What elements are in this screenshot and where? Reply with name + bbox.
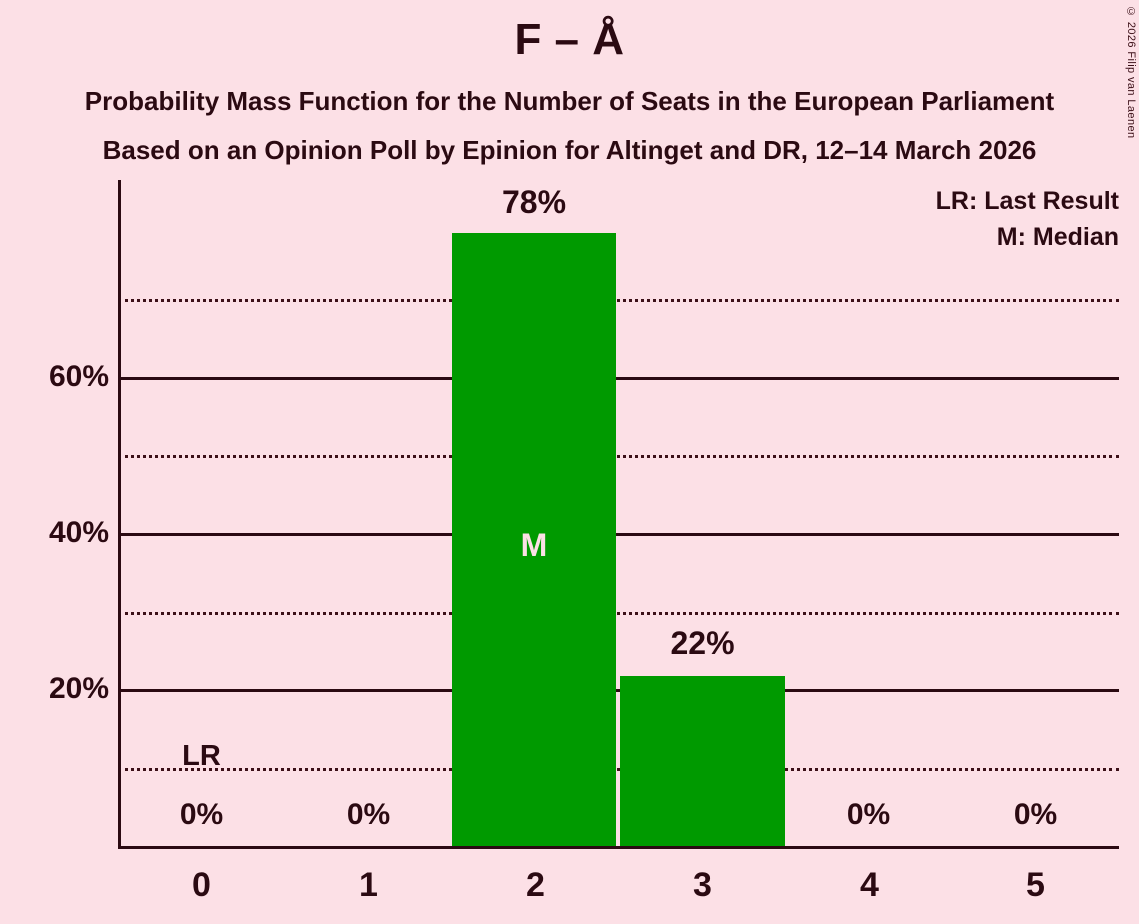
legend-item-last-result: LR: Last Result <box>935 187 1119 215</box>
gridline-50-percent <box>118 455 1119 458</box>
legend-item-median: M: Median <box>996 223 1119 252</box>
x-tick-label-4: 4 <box>860 866 879 904</box>
x-tick-label-5: 5 <box>1026 866 1045 904</box>
x-axis-line <box>118 846 1119 849</box>
gridline-60-percent <box>118 377 1119 380</box>
bar-value-label-1: 0% <box>346 798 391 831</box>
chart-title: F – Å <box>514 15 625 64</box>
bar-value-label-5: 0% <box>1013 798 1058 831</box>
gridline-70-percent <box>118 299 1119 302</box>
y-tick-label-40: 40% <box>48 516 109 549</box>
bar-category-2[interactable] <box>452 233 616 848</box>
bar-value-label-0: 0% <box>179 798 224 831</box>
gridline-30-percent <box>118 612 1119 615</box>
bar-value-label-2: 78% <box>501 184 567 220</box>
x-tick-label-2: 2 <box>526 866 545 904</box>
last-result-marker: LR <box>182 740 221 772</box>
x-tick-label-1: 1 <box>359 866 378 904</box>
y-axis-line <box>118 180 121 849</box>
gridline-20-percent <box>118 689 1119 692</box>
chart-legend: LR: Last Result M: Median <box>936 183 1119 256</box>
bar-value-label-3: 22% <box>670 625 735 661</box>
x-tick-label-3: 3 <box>693 866 712 904</box>
chart-subtitle-secondary: Based on an Opinion Poll by Epinion for … <box>102 135 1037 165</box>
gridline-10-percent <box>118 768 1119 771</box>
bar-value-label-4: 0% <box>846 798 891 831</box>
y-tick-label-20: 20% <box>48 672 109 705</box>
median-marker: M <box>520 527 548 563</box>
bar-category-3[interactable] <box>620 676 785 848</box>
x-tick-label-0: 0 <box>192 866 211 904</box>
y-tick-label-60: 60% <box>48 360 109 393</box>
copyright-notice: © 2026 Filip van Laenen <box>1125 6 1137 139</box>
gridline-40-percent <box>118 533 1119 536</box>
chart-subtitle-primary: Probability Mass Function for the Number… <box>84 86 1055 116</box>
